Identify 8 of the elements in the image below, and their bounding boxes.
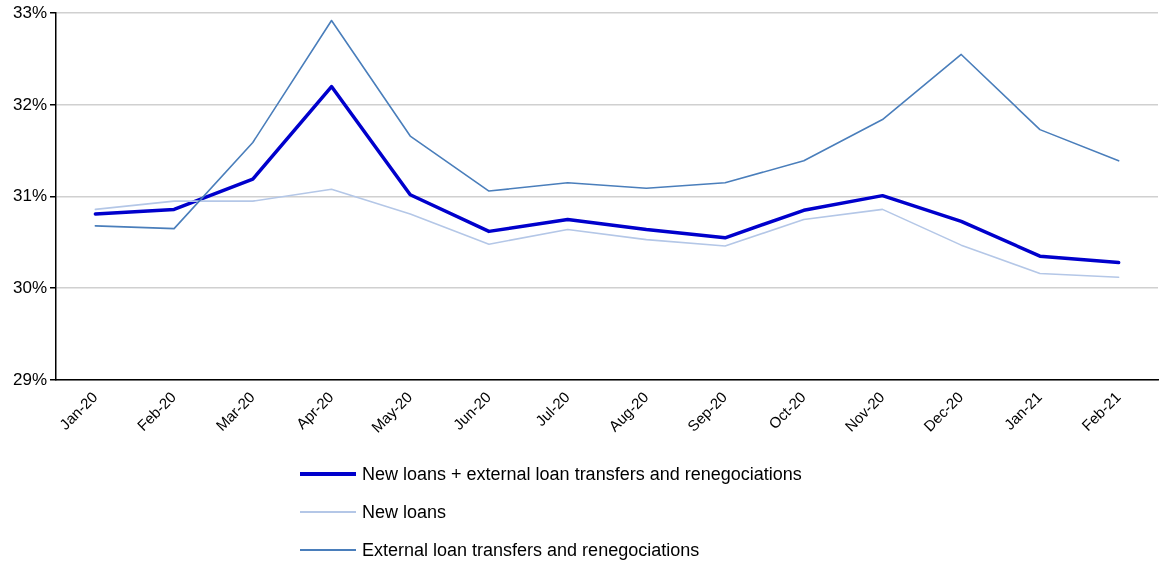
legend-label: New loans + external loan transfers and renegociations (362, 463, 802, 485)
legend-label: External loan transfers and renegociations (362, 539, 700, 561)
legend-label: New loans (362, 501, 447, 523)
y-tick-label: 31% (12, 186, 48, 206)
y-tick-label: 30% (12, 277, 48, 297)
y-tick-label: 32% (12, 94, 48, 114)
y-tick-label: 29% (12, 369, 48, 389)
y-tick-label: 33% (12, 2, 48, 22)
